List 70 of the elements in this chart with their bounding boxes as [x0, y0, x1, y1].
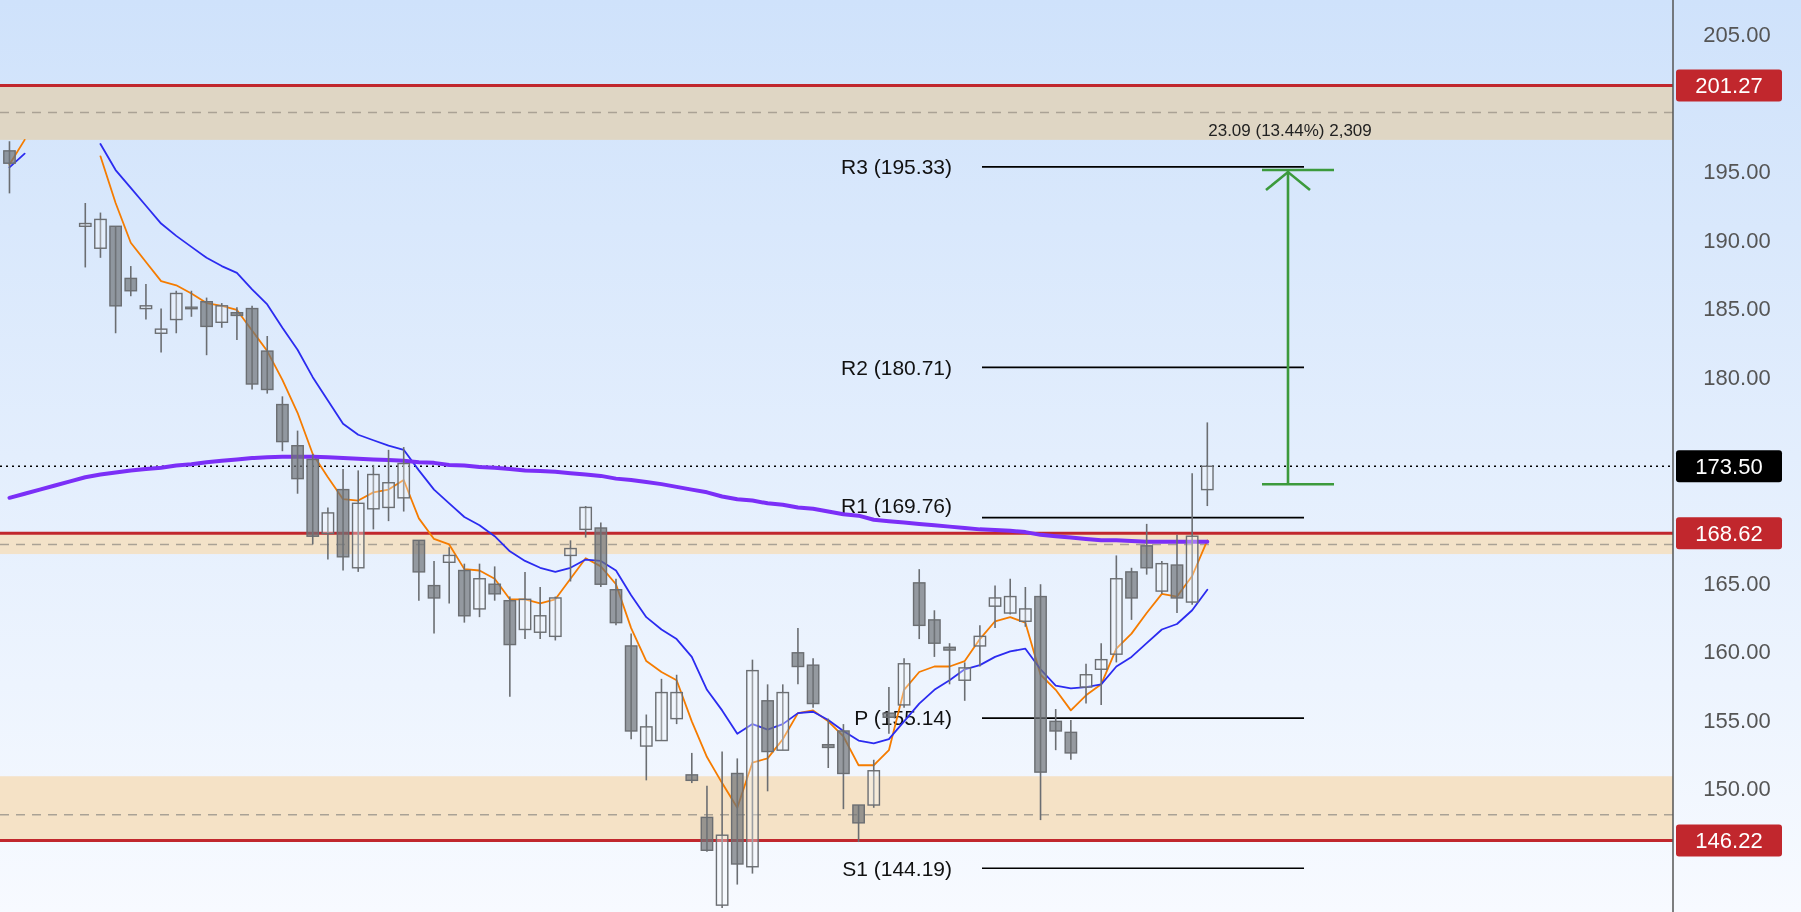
- candlestick: [776, 683, 790, 751]
- candlestick: [94, 211, 107, 259]
- ref-line-label: 168.62: [1695, 520, 1763, 546]
- ref-line-label: 201.27: [1695, 73, 1763, 99]
- candlestick: [639, 713, 653, 782]
- candlestick: [1094, 642, 1108, 706]
- candlestick: [685, 752, 699, 784]
- candlestick: [715, 750, 729, 909]
- candlestick: [215, 302, 229, 329]
- candlestick: [548, 595, 562, 642]
- candlestick: [442, 546, 456, 605]
- candlestick: [230, 306, 244, 341]
- ref-line-label: R1 (169.76): [841, 493, 952, 517]
- candlestick: [897, 657, 911, 709]
- candlestick: [1049, 708, 1063, 751]
- y-tick-label: 165.00: [1703, 570, 1771, 596]
- candlestick: [139, 283, 153, 321]
- candlestick: [533, 586, 547, 640]
- candlestick: [473, 562, 486, 618]
- candlestick: [1140, 523, 1154, 576]
- y-tick-label: 155.00: [1703, 707, 1771, 733]
- candlestick: [1185, 472, 1199, 606]
- candlestick: [1155, 560, 1169, 595]
- candlestick: [366, 464, 380, 531]
- candlestick: [958, 661, 972, 702]
- candlestick: [1064, 719, 1078, 761]
- candlestick: [78, 202, 92, 269]
- candlestick: [169, 289, 183, 335]
- candlestick: [821, 717, 835, 769]
- ref-line-label: R2 (180.71): [841, 355, 952, 379]
- ref-line-label: 146.22: [1695, 828, 1763, 854]
- y-tick-label: 180.00: [1703, 364, 1771, 390]
- y-tick-label: 195.00: [1703, 159, 1771, 185]
- ref-line-label: 173.50: [1695, 453, 1763, 479]
- candlestick: [427, 560, 441, 635]
- candlestick: [397, 446, 411, 513]
- candlestick: [3, 140, 16, 195]
- candlestick: [928, 609, 941, 658]
- candlestick: [1003, 577, 1017, 616]
- candlestick: [867, 758, 881, 809]
- candlestick: [943, 642, 956, 686]
- candlestick: [518, 571, 532, 640]
- candlestick: [154, 307, 168, 354]
- candlestick: [973, 624, 987, 668]
- candlestick: [746, 658, 759, 875]
- candlestick: [579, 505, 593, 539]
- annotation: 23.09 (13.44%) 2,309: [1208, 121, 1372, 141]
- candlestick: [1200, 421, 1214, 507]
- y-tick-label: 205.00: [1703, 21, 1771, 47]
- candlestick: [988, 584, 1002, 629]
- candlestick: [852, 804, 865, 843]
- candlestick: [1079, 662, 1093, 705]
- y-tick-label: 185.00: [1703, 296, 1771, 322]
- ref-line-label: S1 (144.19): [842, 856, 952, 880]
- y-tick-label: 150.00: [1703, 776, 1771, 802]
- line-series: [7, 454, 1210, 544]
- candlestick: [351, 469, 365, 573]
- candlestick: [670, 673, 684, 725]
- candlestick: [791, 627, 805, 686]
- candlestick: [564, 539, 577, 583]
- candlestick: [321, 506, 335, 561]
- ref-line-label: R3 (195.33): [841, 155, 952, 179]
- y-tick-label: 160.00: [1703, 639, 1771, 665]
- candlestick: [382, 449, 395, 522]
- candlestick: [124, 265, 138, 298]
- candlestick: [1109, 554, 1123, 664]
- candlestick: [488, 565, 502, 602]
- candlestick: [655, 678, 668, 742]
- candlestick: [1018, 586, 1032, 628]
- y-tick-label: 190.00: [1703, 227, 1771, 253]
